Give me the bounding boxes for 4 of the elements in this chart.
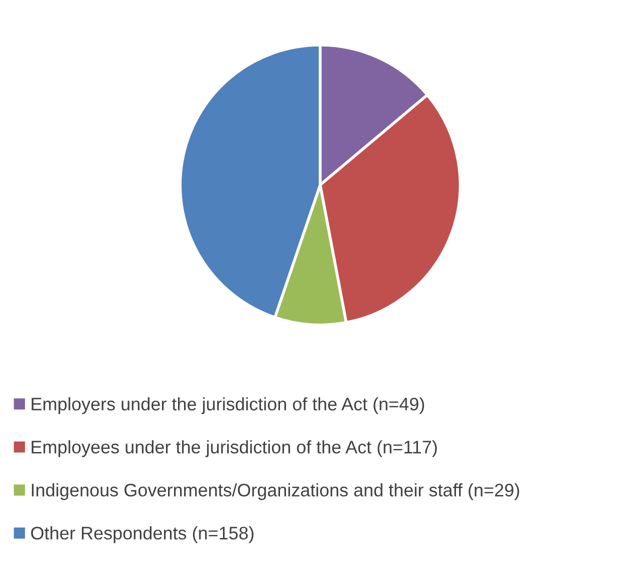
legend-label: Employees under the jurisdiction of the Act (n=117) xyxy=(32,440,437,458)
legend-label: Employers under the jurisdiction of the Act (n=49) xyxy=(32,397,424,414)
legend-label: Other Respondents (n=158) xyxy=(31,526,254,544)
legend-label: Indigenous Governments/Organizations and their staff (n=29) xyxy=(32,483,520,500)
